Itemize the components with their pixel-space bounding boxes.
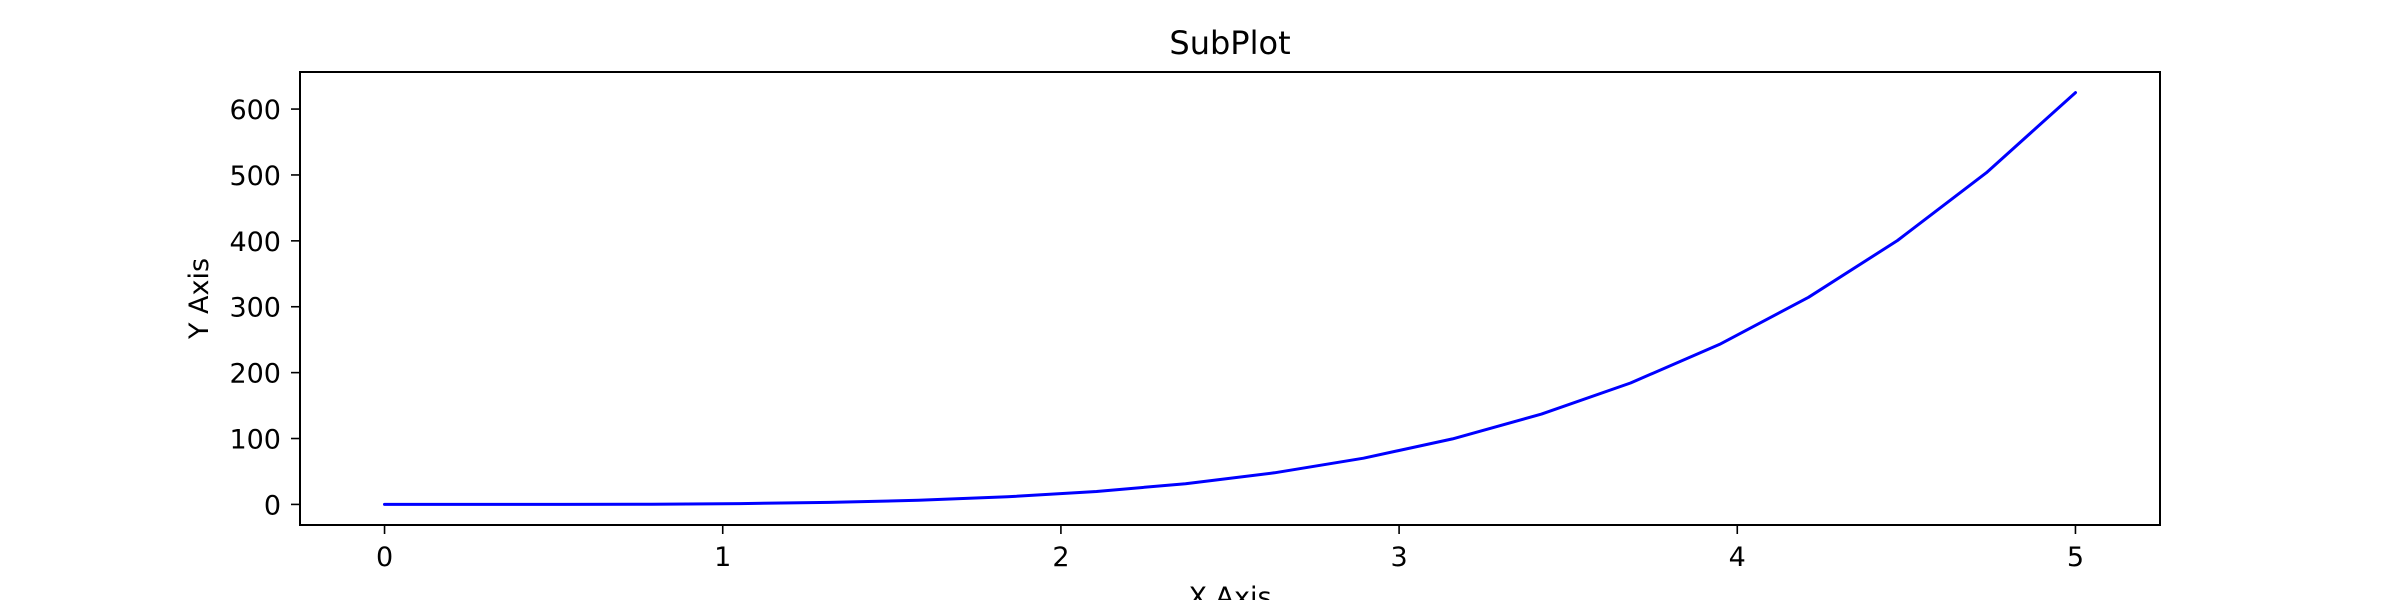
y-tick-label: 100: [229, 425, 281, 456]
y-tick-label: 0: [264, 490, 281, 521]
y-axis-label: Y Axis: [184, 258, 215, 340]
x-tick-label: 5: [2067, 542, 2084, 573]
x-tick-label: 3: [1390, 542, 1407, 573]
y-axis: 0 100 200 300 400 500 600: [229, 95, 300, 521]
x-axis-label: X Axis: [1188, 582, 1271, 600]
plot-frame: [299, 71, 2161, 526]
x-axis: 0 1 2 3 4 5: [376, 525, 2084, 573]
x-tick-label: 0: [376, 542, 393, 573]
y-tick-label: 600: [229, 95, 281, 126]
x-tick-label: 4: [1729, 542, 1746, 573]
y-tick-label: 200: [229, 359, 281, 390]
x-tick-label: 2: [1052, 542, 1069, 573]
x-tick-label: 1: [714, 542, 731, 573]
series-line: [383, 91, 2077, 506]
chart-title: SubPlot: [1169, 24, 1290, 62]
y-tick-label: 300: [229, 293, 281, 324]
y-tick-label: 500: [229, 161, 281, 192]
y-tick-label: 400: [229, 227, 281, 258]
